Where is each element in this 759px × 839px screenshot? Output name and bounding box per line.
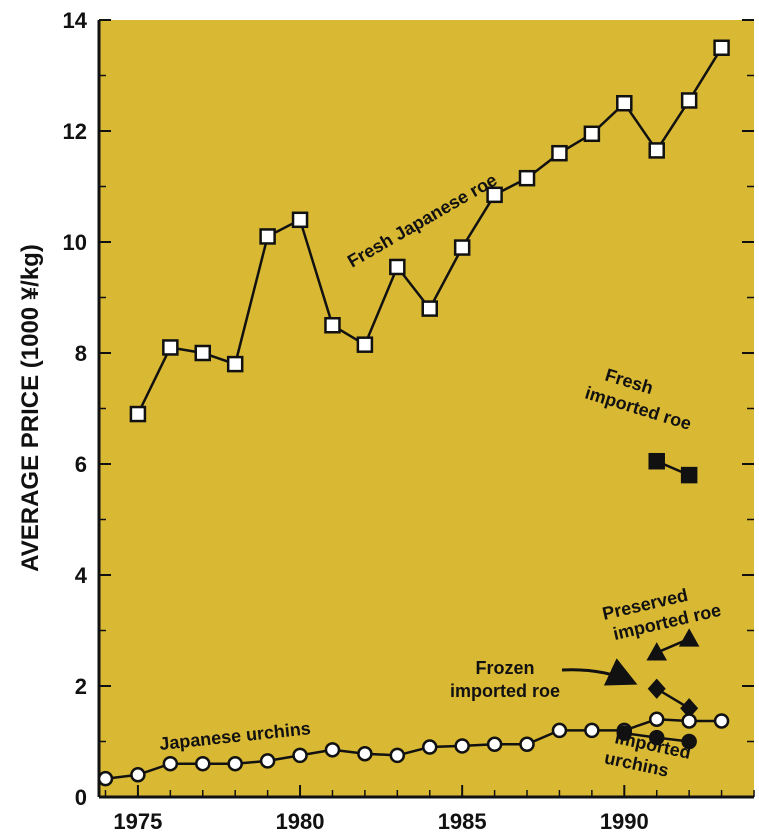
data-point-fresh-japanese-roe bbox=[389, 258, 406, 276]
data-point-fresh-japanese-roe bbox=[162, 339, 179, 356]
data-point-japanese-urchins bbox=[259, 753, 276, 769]
y-tick-label: 6 bbox=[75, 452, 87, 477]
data-point-fresh-japanese-roe bbox=[453, 239, 471, 256]
data-point-fresh-imported-roe bbox=[648, 452, 665, 470]
data-point-japanese-urchins bbox=[97, 770, 114, 787]
data-point-japanese-urchins bbox=[292, 747, 308, 764]
data-point-fresh-japanese-roe bbox=[194, 344, 212, 362]
data-point-japanese-urchins bbox=[713, 713, 730, 729]
y-tick-label: 2 bbox=[75, 674, 87, 699]
y-tick-label: 4 bbox=[75, 563, 88, 588]
data-point-japanese-urchins bbox=[389, 747, 406, 764]
data-point-fresh-japanese-roe bbox=[129, 405, 147, 423]
data-point-japanese-urchins bbox=[454, 738, 470, 754]
data-point-fresh-japanese-roe bbox=[713, 39, 730, 56]
data-point-japanese-urchins bbox=[519, 736, 535, 753]
frozen-roe-arrow bbox=[561, 658, 638, 686]
data-point-fresh-japanese-roe bbox=[648, 142, 665, 159]
data-point-fresh-japanese-roe bbox=[551, 144, 568, 162]
series-markers bbox=[97, 39, 730, 787]
data-point-preserved-imported-roe bbox=[678, 628, 700, 647]
data-point-japanese-urchins bbox=[648, 711, 665, 728]
data-point-fresh-japanese-roe bbox=[616, 95, 633, 112]
data-point-fresh-japanese-roe bbox=[421, 300, 438, 317]
y-tick-label: 8 bbox=[75, 341, 87, 366]
data-point-japanese-urchins bbox=[162, 755, 179, 772]
x-tick-label: 1975 bbox=[113, 809, 162, 834]
data-point-japanese-urchins bbox=[551, 722, 568, 739]
data-point-japanese-urchins bbox=[357, 745, 373, 762]
data-point-imported-urchins bbox=[616, 725, 633, 741]
plot-area bbox=[99, 20, 754, 797]
y-tick-label: 10 bbox=[63, 230, 87, 255]
data-point-fresh-japanese-roe bbox=[226, 355, 244, 373]
data-point-fresh-japanese-roe bbox=[518, 169, 536, 187]
data-point-fresh-imported-roe bbox=[680, 466, 698, 484]
data-point-japanese-urchins bbox=[195, 755, 211, 772]
data-point-japanese-urchins bbox=[486, 736, 503, 753]
label-frozen-imported-roe-line2: imported roe bbox=[450, 681, 560, 701]
data-point-fresh-japanese-roe bbox=[259, 228, 276, 245]
data-point-preserved-imported-roe bbox=[646, 642, 668, 661]
data-point-japanese-urchins bbox=[130, 767, 146, 783]
data-point-japanese-urchins bbox=[227, 755, 243, 772]
data-point-japanese-urchins bbox=[324, 742, 341, 758]
data-point-imported-urchins bbox=[681, 733, 697, 750]
y-tick-label: 0 bbox=[75, 785, 87, 810]
axis-ticks: 0 2 4 6 8 10 12 14 1975 1980 1985 1990 bbox=[63, 8, 755, 834]
data-point-japanese-urchins bbox=[421, 739, 438, 755]
data-point-fresh-japanese-roe bbox=[324, 317, 341, 334]
data-point-fresh-japanese-roe bbox=[356, 336, 374, 353]
data-point-imported-urchins bbox=[648, 729, 665, 746]
y-tick-label: 14 bbox=[63, 8, 88, 33]
y-axis-title: AVERAGE PRICE (1000 ¥/kg) bbox=[17, 244, 44, 572]
data-point-frozen-imported-roe bbox=[647, 678, 666, 699]
y-tick-label: 12 bbox=[63, 119, 87, 144]
data-point-fresh-japanese-roe bbox=[486, 186, 503, 204]
x-tick-label: 1985 bbox=[438, 809, 487, 834]
data-point-fresh-japanese-roe bbox=[680, 92, 698, 109]
label-frozen-imported-roe-line1: Frozen bbox=[475, 658, 534, 678]
x-tick-label: 1990 bbox=[600, 809, 649, 834]
data-point-fresh-japanese-roe bbox=[583, 125, 601, 143]
label-frozen-imported-roe: Frozen imported roe bbox=[450, 658, 560, 701]
x-tick-label: 1980 bbox=[276, 809, 325, 834]
data-point-japanese-urchins bbox=[584, 722, 600, 739]
data-point-fresh-japanese-roe bbox=[291, 211, 309, 229]
data-point-japanese-urchins bbox=[681, 713, 697, 729]
